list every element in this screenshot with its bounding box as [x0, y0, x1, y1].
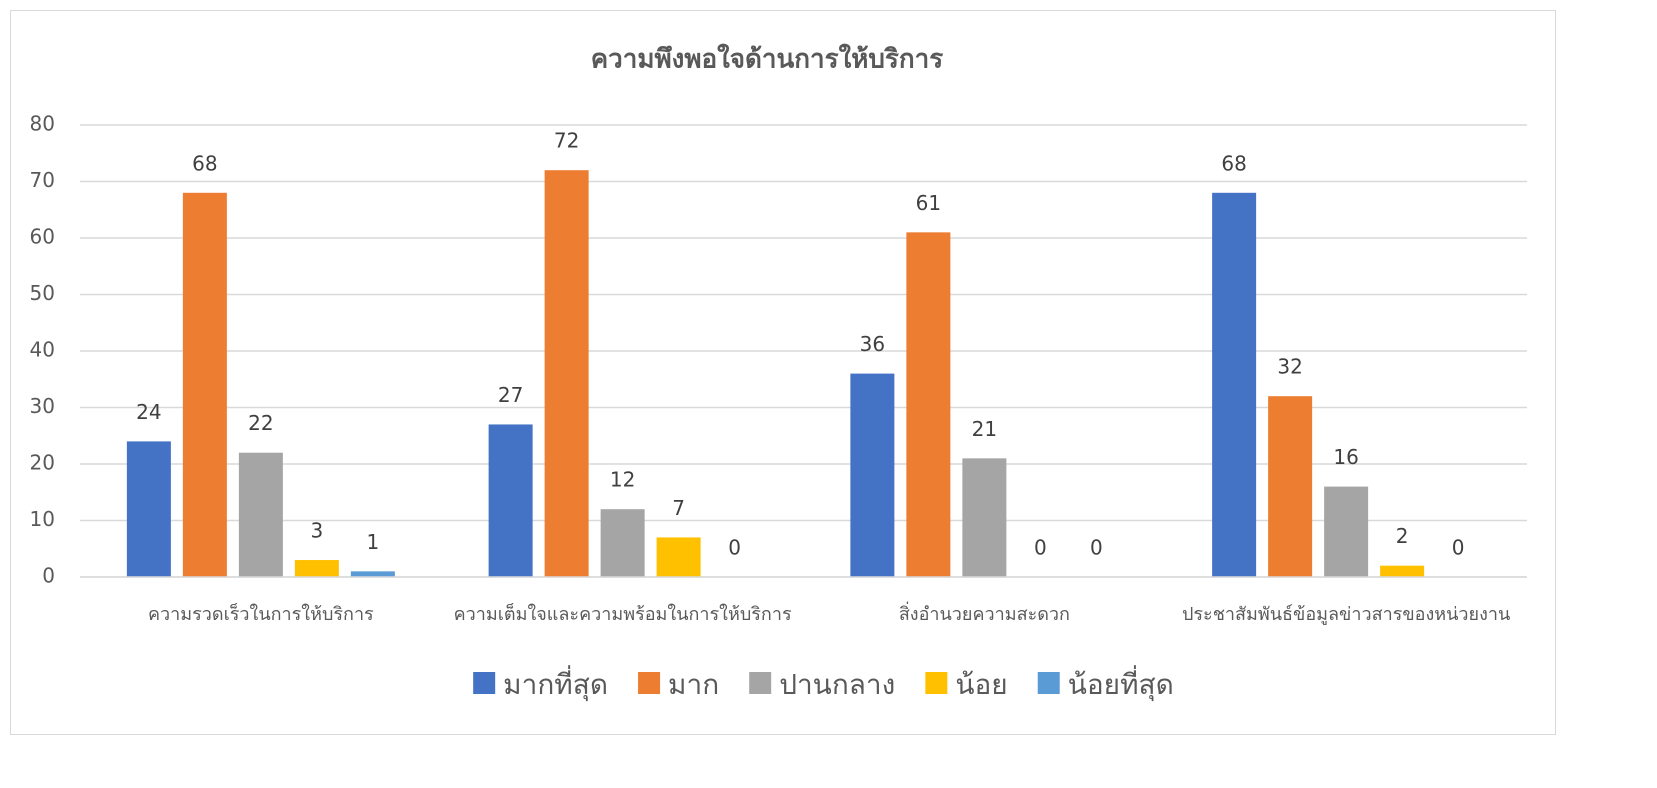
- y-tick-label: 30: [30, 394, 55, 418]
- x-tick-label: ความเต็มใจและความพร้อมในการให้บริการ: [454, 602, 792, 625]
- bar: [1324, 486, 1369, 577]
- data-label: 0: [1090, 536, 1103, 560]
- bar: [126, 441, 171, 577]
- data-label: 7: [672, 496, 685, 520]
- y-tick-label: 80: [30, 112, 55, 136]
- data-label: 61: [916, 191, 941, 215]
- x-tick-label: สิ่งอำนวยความสะดวก: [899, 601, 1070, 625]
- data-label: 2: [1396, 524, 1409, 548]
- y-tick-label: 60: [30, 225, 55, 249]
- data-label: 32: [1277, 355, 1302, 379]
- data-label: 3: [311, 519, 324, 543]
- legend-swatch: [638, 672, 661, 694]
- legend-label: น้อย: [955, 668, 1007, 701]
- data-label: 68: [192, 151, 217, 175]
- legend-swatch: [925, 672, 948, 694]
- data-label: 0: [728, 536, 741, 560]
- bar: [238, 452, 283, 577]
- bar: [906, 232, 951, 577]
- y-tick-label: 0: [42, 564, 55, 588]
- legend-swatch: [473, 672, 496, 694]
- data-label: 27: [498, 383, 523, 407]
- y-tick-label: 70: [30, 168, 55, 192]
- legend-label: ปานกลาง: [779, 668, 895, 701]
- y-tick-label: 10: [30, 507, 55, 531]
- legend-label: มากที่สุด: [503, 665, 608, 702]
- data-label: 22: [248, 411, 273, 435]
- data-label: 0: [1034, 536, 1047, 560]
- legend-label: มาก: [668, 668, 719, 701]
- bar: [1212, 192, 1257, 578]
- x-tick-label: ประชาสัมพันธ์ข้อมูลข่าวสารของหน่วยงาน: [1182, 604, 1510, 625]
- bar: [850, 373, 895, 577]
- chart-frame: [10, 10, 1556, 735]
- y-tick-label: 40: [30, 338, 55, 362]
- data-label: 72: [554, 129, 579, 153]
- data-label: 21: [972, 417, 997, 441]
- data-label: 12: [610, 468, 635, 492]
- y-tick-label: 50: [30, 281, 55, 305]
- bar: [294, 560, 339, 577]
- bar: [1268, 396, 1313, 577]
- bar: [600, 509, 645, 577]
- bar: [962, 458, 1007, 577]
- legend-swatch: [749, 672, 772, 694]
- x-tick-label: ความรวดเร็วในการให้บริการ: [148, 602, 374, 625]
- chart-title: ความพึงพอใจด้านการให้บริการ: [591, 44, 943, 75]
- data-label: 1: [367, 530, 380, 554]
- bar: [544, 170, 589, 577]
- bar: [350, 571, 395, 577]
- data-label: 68: [1221, 151, 1246, 175]
- bar: [1380, 565, 1425, 577]
- bar: [656, 537, 701, 577]
- legend-swatch: [1037, 672, 1060, 694]
- bar: [182, 192, 227, 578]
- legend-label: น้อยที่สุด: [1068, 665, 1174, 702]
- data-label: 0: [1452, 536, 1465, 560]
- bar: [488, 424, 533, 577]
- data-label: 36: [860, 332, 885, 356]
- data-label: 24: [136, 400, 161, 424]
- y-tick-label: 20: [30, 451, 55, 475]
- data-label: 16: [1333, 445, 1358, 469]
